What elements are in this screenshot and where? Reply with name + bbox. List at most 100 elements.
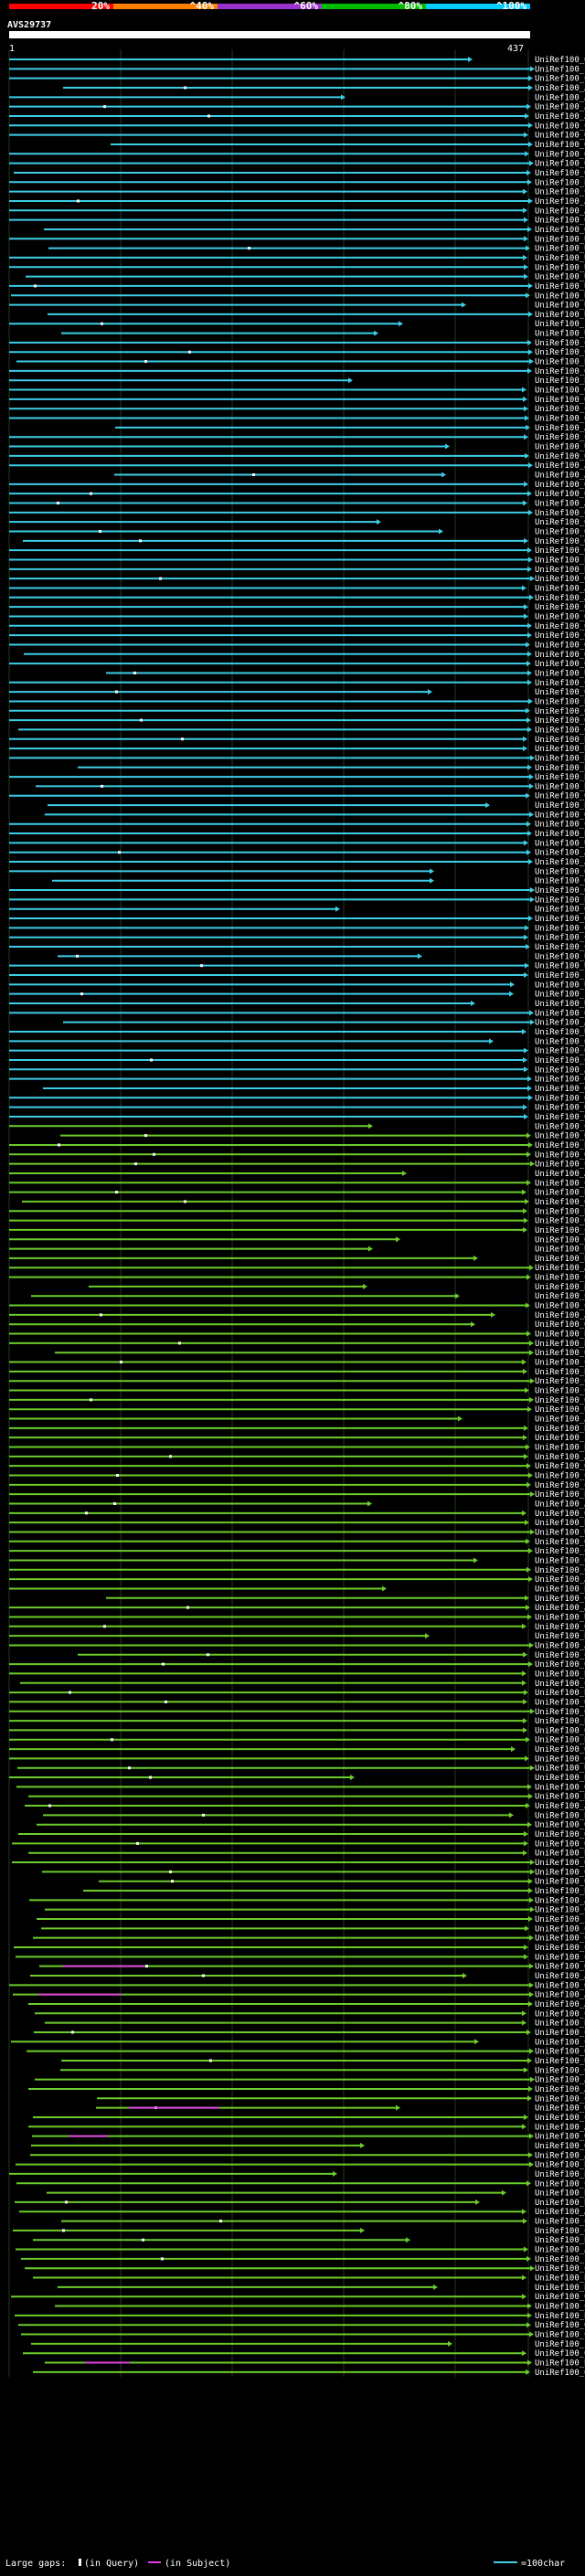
hit-label[interactable]: UniRef100_UP1000... [535,443,585,452]
hit-label[interactable]: UniRef100_Q42248 [535,226,585,235]
hit-label[interactable]: UniRef100_A9QQB5 [535,1264,585,1273]
hit-label[interactable]: UniRef100_UP1000... [535,292,585,301]
hit-label[interactable]: UniRef100_UP1000... [535,1765,585,1774]
hit-label[interactable]: UniRef100_B2A0E3 [535,1189,585,1198]
hit-label[interactable]: UniRef100_Q2YJQ8 [535,877,585,886]
hit-label[interactable]: UniRef100_C3Z0F5 [535,405,585,414]
hit-label[interactable]: UniRef100_Q6JVY5 [535,528,585,537]
hit-label[interactable]: UniRef100_B7F4Y8 [535,736,585,745]
hit-label[interactable]: UniRef100_Q9X426 [535,716,585,726]
hit-label[interactable]: UniRef100_Q1DLX6 [535,169,585,178]
hit-label[interactable]: UniRef100_Q2HF30 [535,886,585,896]
hit-label[interactable]: UniRef100_Q2FBK6 [535,1113,585,1122]
hit-label[interactable]: UniRef100_B4IZB0 [535,1811,585,1820]
hit-label[interactable]: UniRef100_Q6C592 [535,1708,585,1717]
hit-label[interactable]: UniRef100_UP1000... [535,245,585,254]
hit-label[interactable]: UniRef100_C4LRS6 [535,1906,585,1915]
hit-label[interactable]: UniRef100_Q7Q075 [535,1349,585,1358]
hit-label[interactable]: UniRef100_Q7SXD1 [535,1132,585,1141]
hit-label[interactable]: UniRef100_P25387 [535,65,585,74]
hit-label[interactable]: UniRef100_Q94V12 [535,1538,585,1547]
hit-label[interactable]: UniRef100_C0BL05 [535,1651,585,1660]
hit-label[interactable]: UniRef100_A9TLL0 [535,103,585,112]
hit-label[interactable]: UniRef100_A9NM47 [535,1991,585,2000]
hit-label[interactable]: UniRef100_P93340 [535,991,585,1000]
hit-label[interactable]: UniRef100_UP1000... [535,839,585,848]
hit-label[interactable]: UniRef100_B3L122 [535,1887,585,1896]
hit-label[interactable]: UniRef100_B7T1N8 [535,697,585,706]
hit-label[interactable]: UniRef100_C4QH60 [535,1754,585,1764]
hit-label[interactable]: UniRef100_UP1000... [535,962,585,971]
hit-label[interactable]: UniRef100_Q5XUZ3 [535,1150,585,1160]
hit-label[interactable]: UniRef100_Q0ERZ7 [535,217,585,226]
hit-label[interactable]: UniRef100_P63244 [535,320,585,329]
hit-label[interactable]: UniRef100_Q2V991 [535,612,585,621]
hit-label[interactable]: UniRef100_Q4GZ68 [535,490,585,499]
hit-label[interactable]: UniRef100_Q0ZZ07 [535,688,585,697]
hit-label[interactable]: UniRef100_Q2FBX5 [535,1217,585,1226]
hit-label[interactable]: UniRef100_Q5P0F0 [535,1085,585,1094]
hit-label[interactable]: UniRef100_B0WY40 [535,2161,585,2170]
hit-label[interactable]: UniRef100_C7YTT9 [535,943,585,952]
hit-label[interactable]: UniRef100_C4PCZ7 [535,1122,585,1131]
hit-label[interactable]: UniRef100_A7T5L1 [535,2246,585,2255]
hit-label[interactable]: UniRef100_Q9S0R0 [535,481,585,490]
hit-label[interactable]: UniRef100_B0Y4S0 [535,1490,585,1500]
hit-label[interactable]: UniRef100_C5YV24 [535,1274,585,1283]
hit-label[interactable]: UniRef100_A7QX42 [535,2123,585,2132]
hit-label[interactable]: UniRef100_Q21J25 [535,1660,585,1670]
hit-label[interactable]: UniRef100_B4DVQ2 [535,1585,585,1594]
hit-label[interactable]: UniRef100_UP1000... [535,1028,585,1037]
hit-label[interactable]: UniRef100_Q0I369 [535,906,585,915]
hit-label[interactable]: UniRef100_P38011 [535,2255,585,2264]
hit-label[interactable]: UniRef100_A6QBS3 [535,1065,585,1075]
hit-label[interactable]: UniRef100_A5E792 [535,2076,585,2085]
hit-label[interactable]: UniRef100_C0NN62 [535,1556,585,1565]
hit-label[interactable]: UniRef100_Q73Q05 [535,811,585,820]
hit-label[interactable]: UniRef100_B4N246 [535,745,585,754]
hit-label[interactable]: UniRef100_C5XIX5 [535,821,585,830]
hit-label[interactable]: UniRef100_Q6CN17 [535,2104,585,2114]
hit-label[interactable]: UniRef100_C7ZWL6 [535,1226,585,1235]
hit-label[interactable]: UniRef100_A4NZQ8 [535,1802,585,1811]
hit-label[interactable]: UniRef100_Q8T6G2 [535,1037,585,1046]
hit-label[interactable]: UniRef100_A6WUJ0 [535,1641,585,1650]
hit-label[interactable]: UniRef100_B4E0E3 [535,376,585,386]
hit-label[interactable]: UniRef100_Q8B672 [535,141,585,150]
hit-label[interactable]: UniRef100_A9V1T8 [535,849,585,858]
hit-label[interactable]: UniRef100_C5HTW1 [535,1179,585,1188]
hit-label[interactable]: UniRef100_C1MZG8 [535,122,585,131]
hit-label[interactable]: UniRef100_A0QIC2 [535,1453,585,1462]
hit-label[interactable]: UniRef100_C4Y1I4 [535,2009,585,2019]
hit-label[interactable]: UniRef100_UP1000... [535,302,585,311]
hit-label[interactable]: UniRef100_P49027 [535,1434,585,1443]
hit-label[interactable]: UniRef100_B0YE31 [535,2170,585,2179]
hit-label[interactable]: UniRef100_B6HM59 [535,2189,585,2199]
hit-label[interactable]: UniRef100_A7TZ75 [535,1311,585,1320]
hit-label[interactable]: UniRef100_Q6Y217 [535,546,585,556]
hit-label[interactable]: UniRef100_UP1000... [535,263,585,272]
hit-label[interactable]: UniRef100_P49026 [535,971,585,981]
hit-label[interactable]: UniRef100_B8IH98 [535,1850,585,1859]
hit-label[interactable]: UniRef100_Q6VE17 [535,415,585,424]
hit-label[interactable]: UniRef100_B3NGF5 [535,782,585,791]
hit-label[interactable]: UniRef100_Q0GN69 [535,2321,585,2330]
hit-label[interactable]: UniRef100_UP1000... [535,1528,585,1537]
hit-label[interactable]: UniRef100_Q0Q8S6 [535,1396,585,1405]
hit-label[interactable]: UniRef100_B2GYE5 [535,178,585,187]
hit-label[interactable]: UniRef100_Q5QXJ7 [535,1198,585,1207]
hit-label[interactable]: UniRef100_Q9U4T1 [535,660,585,669]
hit-label[interactable]: UniRef100_C5E1D7 [535,2227,585,2236]
hit-label[interactable]: UniRef100_C6H4T5 [535,1547,585,1556]
hit-label[interactable]: UniRef100_Q24076 [535,575,585,584]
hit-label[interactable]: UniRef100_B8MBK5 [535,1425,585,1434]
hit-label[interactable]: UniRef100_Q86R20 [535,1510,585,1519]
hit-label[interactable]: UniRef100_B4FXM1 [535,1283,585,1292]
hit-label[interactable]: UniRef100_B4JEI0 [535,773,585,782]
hit-label[interactable]: UniRef100_Q8US35 [535,1462,585,1471]
hit-label[interactable]: UniRef100_B3NWZ7 [535,1141,585,1150]
hit-label[interactable]: UniRef100_UP1000... [535,273,585,282]
hit-label[interactable]: UniRef100_B6SPX1 [535,358,585,367]
hit-label[interactable]: UniRef100_B6K2B4 [535,1330,585,1340]
hit-label[interactable]: UniRef100_Q801L9 [535,452,585,461]
